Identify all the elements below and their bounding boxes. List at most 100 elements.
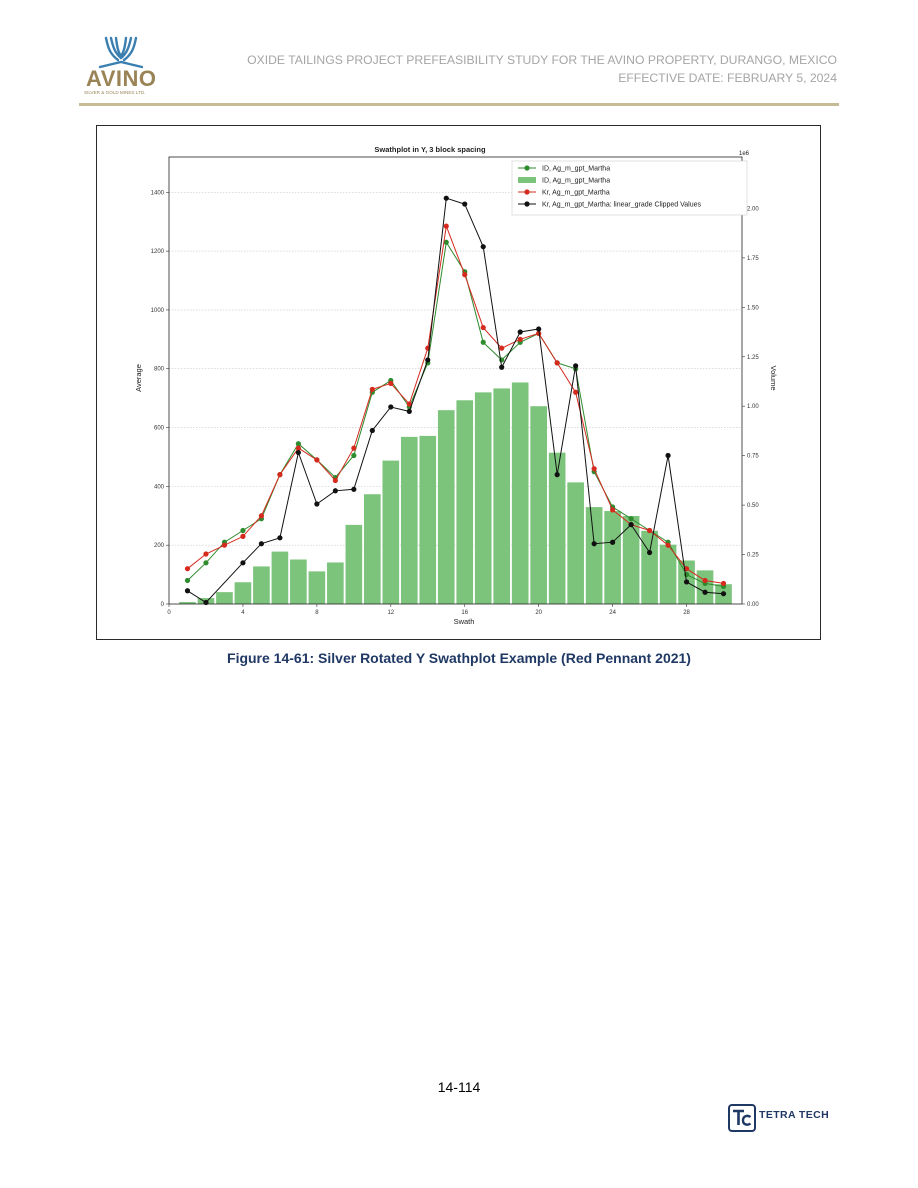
volume-bar <box>382 460 400 604</box>
x-tick-label: 8 <box>315 610 319 616</box>
series-clipped-marker <box>277 535 283 541</box>
volume-bar <box>511 382 529 604</box>
series-kr-marker <box>702 577 708 584</box>
series-clipped-marker <box>351 486 357 492</box>
series-kr-marker <box>203 551 209 557</box>
volume-bar <box>419 435 437 604</box>
volume-bar <box>216 592 233 604</box>
legend-label-clipped: Kr, Ag_m_gpt_Martha: linear_grade Clippe… <box>542 202 702 209</box>
series-kr-line <box>187 224 724 584</box>
volume-bar <box>400 436 418 604</box>
series-kr-marker <box>314 457 320 463</box>
avino-logo-mark-icon <box>98 36 144 69</box>
legend-item-id-line: ID, Ag_m_gpt_Martha <box>518 165 610 173</box>
avino-logo <box>80 36 160 98</box>
series-clipped-marker <box>369 427 375 434</box>
volume-bar <box>585 507 603 604</box>
legend-marker-clipped <box>524 201 530 207</box>
legend-label-id-line: ID, Ag_m_gpt_Martha <box>542 166 610 173</box>
series-kr-marker <box>610 507 616 513</box>
legend-label-id-bars: ID, Ag_m_gpt_Martha <box>542 178 610 185</box>
series-clipped-marker <box>406 408 412 414</box>
series-clipped-marker <box>683 579 690 585</box>
x-tick-label: 28 <box>683 610 690 616</box>
volume-bar <box>696 570 714 604</box>
legend-label-kr: Kr, Ag_m_gpt_Martha <box>542 190 610 197</box>
series-id-marker <box>351 452 357 459</box>
series-kr-marker <box>554 360 560 366</box>
y-tick-label: 1400 <box>151 190 165 196</box>
header-title-line-2: EFFECTIVE DATE: FEBRUARY 5, 2024 <box>618 71 837 85</box>
series-clipped-marker <box>573 363 579 369</box>
x-tick-label: 12 <box>387 610 394 616</box>
series-kr-marker <box>480 324 486 331</box>
series-clipped-marker <box>628 521 634 528</box>
x-tick-label: 16 <box>461 610 468 616</box>
y2-tick-label: 1.25 <box>747 355 759 361</box>
series-clipped-marker <box>443 195 449 201</box>
volume-bar <box>530 406 547 604</box>
volume-bar <box>659 544 677 604</box>
series-kr-marker <box>443 223 449 229</box>
figure-caption: Figure 14-61: Silver Rotated Y Swathplot… <box>227 650 691 666</box>
swathplot-chart: 0 200 400 600 800 1000 1200 1400 0 4 8 12 16 20 24 28 0.… <box>134 145 778 626</box>
series-kr-marker <box>646 527 653 534</box>
series-kr-marker <box>573 389 579 395</box>
y-tick-label: 1200 <box>151 249 165 255</box>
series-kr-marker <box>369 386 375 392</box>
series-id-marker <box>203 560 209 566</box>
series-kr-marker <box>240 533 246 539</box>
avino-logo-text: AVINO <box>86 66 157 91</box>
legend-swatch-id-bars <box>518 177 536 183</box>
series-kr-marker <box>720 580 727 587</box>
series-clipped-marker <box>240 560 246 566</box>
series-kr-marker <box>221 542 228 548</box>
y-tick-label: 1000 <box>151 308 165 314</box>
y2-scale-label: 1e6 <box>739 151 750 157</box>
volume-bar <box>179 602 196 604</box>
series-kr-marker <box>295 445 301 451</box>
series-id-marker <box>628 516 634 522</box>
series-clipped-marker <box>480 244 486 250</box>
series-clipped-marker <box>314 501 320 507</box>
volume-bar <box>548 452 566 604</box>
series-clipped-marker <box>462 201 468 207</box>
volume-bar <box>474 392 492 604</box>
series-clipped-marker <box>295 449 301 456</box>
series-clipped-marker <box>536 326 542 332</box>
series-kr-marker <box>536 330 542 337</box>
tetra-tech-wordmark: TETRA TECH <box>759 1109 830 1121</box>
y2-tick-label: 1.75 <box>747 256 759 262</box>
volume-bar <box>641 530 658 604</box>
y2-tick-label: 0.75 <box>747 454 759 460</box>
series-kr-marker <box>184 566 191 572</box>
series-clipped-marker <box>591 541 597 547</box>
avino-logo-tagline: SILVER & GOLD MINES LTD. <box>84 90 146 95</box>
y-tick-label: 400 <box>154 484 165 490</box>
volume-bar <box>567 482 584 604</box>
series-clipped-marker <box>517 329 523 335</box>
y2-tick-label: 2.00 <box>747 206 759 212</box>
volume-bar <box>437 410 455 604</box>
series-kr-marker <box>351 445 357 451</box>
volume-bar <box>604 511 621 604</box>
series-id-marker <box>184 577 191 584</box>
series-clipped-line <box>187 197 724 604</box>
x-tick-label: 24 <box>609 610 616 616</box>
header-rule <box>79 103 839 106</box>
legend-item-id-bars: ID, Ag_m_gpt_Martha <box>518 177 610 185</box>
volume-bar <box>456 400 474 604</box>
series-clipped-marker <box>665 452 671 459</box>
y2-tick-label: 0.25 <box>747 553 759 559</box>
legend-marker-kr <box>524 189 530 195</box>
series-kr-marker <box>332 477 338 484</box>
series-clipped-marker <box>610 539 616 545</box>
tetra-tech-mark-icon <box>728 1104 756 1132</box>
series-kr-marker <box>258 513 265 519</box>
volume-bars <box>179 382 732 604</box>
series-id-marker <box>295 441 301 447</box>
x-tick-label: 0 <box>167 610 171 616</box>
series-clipped-marker <box>425 357 431 363</box>
series-id-marker <box>240 527 246 534</box>
series-clipped-marker <box>720 591 727 597</box>
